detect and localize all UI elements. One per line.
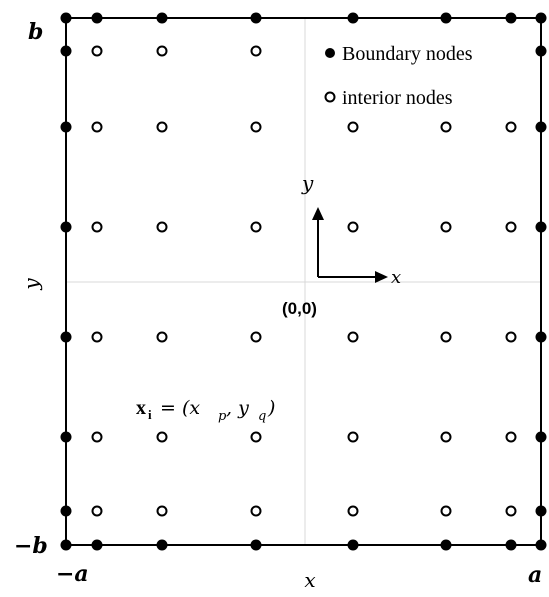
boundary-node: [347, 12, 359, 24]
interior-node: [91, 431, 103, 443]
interior-node: [156, 45, 168, 57]
boundary-node: [535, 45, 547, 57]
boundary-node: [347, 539, 359, 551]
boundary-node: [156, 539, 168, 551]
interior-node: [505, 431, 517, 443]
boundary-node: [505, 539, 517, 551]
formula-comma-y: , y: [226, 397, 249, 419]
y-arrow-label: y: [301, 171, 314, 195]
corner-label-a: a: [528, 562, 542, 588]
boundary-node: [535, 221, 547, 233]
legend-interior-marker: [324, 91, 336, 103]
interior-node: [250, 505, 262, 517]
node-formula: x i = (x p , y q ): [136, 397, 275, 424]
interior-node: [250, 431, 262, 443]
domain-boundary: [65, 17, 542, 546]
interior-node: [156, 121, 168, 133]
origin-label: (0,0): [282, 299, 317, 318]
legend-interior-label: interior nodes: [342, 87, 453, 109]
boundary-node: [60, 121, 72, 133]
boundary-node: [250, 539, 262, 551]
node-layer: [60, 12, 547, 551]
formula-sub-q: q: [258, 409, 266, 424]
interior-node: [91, 121, 103, 133]
boundary-node: [440, 539, 452, 551]
boundary-node: [535, 12, 547, 24]
interior-node: [505, 121, 517, 133]
boundary-node: [440, 12, 452, 24]
interior-node: [156, 431, 168, 443]
interior-node: [347, 121, 359, 133]
boundary-node: [91, 539, 103, 551]
interior-node: [156, 505, 168, 517]
interior-node: [440, 221, 452, 233]
boundary-node: [156, 12, 168, 24]
interior-node: [250, 331, 262, 343]
boundary-node: [505, 12, 517, 24]
legend-boundary-label: Boundary nodes: [342, 43, 473, 65]
boundary-node: [535, 505, 547, 517]
interior-node: [347, 431, 359, 443]
interior-node: [440, 331, 452, 343]
boundary-node: [535, 331, 547, 343]
corner-label-neg-a: −a: [56, 561, 89, 587]
interior-node: [156, 221, 168, 233]
boundary-node: [60, 331, 72, 343]
interior-node: [440, 121, 452, 133]
legend-boundary-marker: [325, 48, 335, 58]
formula-subscript-i: i: [148, 407, 152, 422]
boundary-node: [60, 505, 72, 517]
formula-bold-x: x: [136, 397, 146, 419]
boundary-node: [250, 12, 262, 24]
interior-node: [347, 331, 359, 343]
interior-node: [347, 505, 359, 517]
interior-node: [156, 331, 168, 343]
corner-label-b: b: [28, 19, 43, 45]
formula-eq: = (x: [160, 397, 200, 419]
y-arrow-head: [312, 207, 324, 220]
interior-node: [91, 331, 103, 343]
boundary-node: [60, 539, 72, 551]
boundary-node: [535, 121, 547, 133]
x-arrow-label: x: [391, 267, 401, 288]
interior-node: [440, 505, 452, 517]
boundary-node: [60, 431, 72, 443]
boundary-node: [60, 221, 72, 233]
interior-node: [347, 221, 359, 233]
boundary-node: [535, 431, 547, 443]
boundary-node: [91, 12, 103, 24]
interior-node: [250, 45, 262, 57]
interior-node: [440, 431, 452, 443]
boundary-node: [60, 45, 72, 57]
y-side-label: y: [19, 278, 43, 291]
boundary-node: [60, 12, 72, 24]
interior-node: [505, 221, 517, 233]
interior-node: [250, 121, 262, 133]
interior-node: [250, 221, 262, 233]
interior-node: [505, 331, 517, 343]
x-bottom-label: x: [304, 568, 315, 592]
formula-sub-p: p: [218, 409, 227, 424]
interior-node: [91, 45, 103, 57]
x-arrow-head: [375, 271, 388, 283]
corner-label-neg-b: −b: [14, 533, 48, 559]
interior-node: [91, 221, 103, 233]
formula-close: ): [267, 397, 275, 419]
interior-node: [91, 505, 103, 517]
interior-node: [505, 505, 517, 517]
boundary-node: [535, 539, 547, 551]
